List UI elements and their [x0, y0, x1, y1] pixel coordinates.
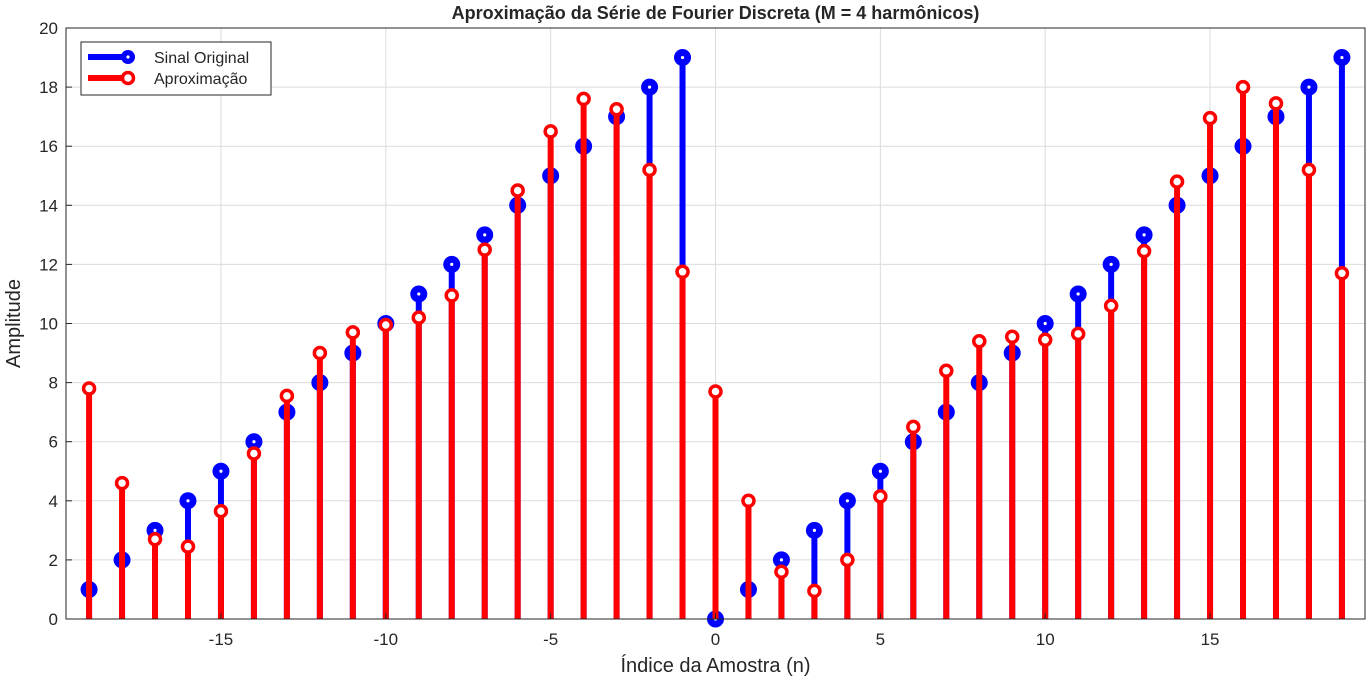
stem-marker	[708, 384, 723, 399]
stem-marker	[1235, 79, 1251, 95]
stem-marker	[345, 325, 361, 340]
stem-marker-center	[1307, 85, 1311, 89]
stem-marker	[774, 564, 789, 579]
stem-marker	[477, 242, 492, 257]
stem-marker-center	[1340, 55, 1344, 60]
stem-marker	[807, 583, 822, 599]
stem-marker	[906, 419, 921, 435]
y-tick-label: 14	[39, 196, 58, 215]
stem-marker-center	[1109, 262, 1113, 266]
stem-marker	[1202, 110, 1218, 126]
stem-marker-center	[1142, 233, 1146, 237]
x-tick-label: 5	[876, 630, 885, 649]
stem-marker	[1103, 298, 1119, 314]
stem-marker	[114, 475, 130, 491]
x-tick-label: -5	[543, 630, 558, 649]
stem-marker-center	[483, 233, 487, 237]
x-tick-label: 15	[1201, 630, 1220, 649]
x-tick-label: -15	[209, 630, 234, 649]
stem-marker	[411, 310, 427, 325]
stem-marker	[576, 91, 591, 107]
stem-marker	[213, 503, 229, 519]
stem-marker	[873, 489, 888, 504]
stem-marker	[1070, 326, 1086, 342]
stem-marker	[1037, 332, 1053, 348]
stem-marker	[939, 363, 954, 379]
y-tick-label: 4	[49, 492, 58, 511]
stem-marker	[1136, 243, 1152, 259]
stem-marker	[675, 264, 690, 280]
stem-marker	[279, 388, 295, 404]
stem-marker-center	[450, 262, 454, 266]
x-tick-label: 0	[711, 630, 720, 649]
legend-box	[80, 41, 272, 96]
y-tick-label: 2	[49, 551, 58, 570]
y-tick-label: 18	[39, 78, 58, 97]
stem-marker	[246, 446, 262, 461]
stem-marker-center	[647, 85, 652, 89]
stem-marker	[741, 493, 756, 509]
stem-marker	[972, 333, 987, 349]
stem-marker-center	[845, 499, 849, 503]
y-tick-label: 6	[49, 433, 58, 452]
stem-marker	[642, 162, 657, 178]
stem-marker-center	[252, 440, 256, 444]
stem-marker-center	[812, 528, 817, 532]
legend-label: Aproximação	[154, 71, 247, 88]
x-tick-label: -10	[374, 630, 399, 649]
y-axis-label: Amplitude	[3, 279, 25, 368]
y-tick-label: 0	[49, 610, 58, 629]
stem-marker-center	[1043, 321, 1047, 326]
stem-marker-center	[153, 528, 157, 532]
stem-marker-center	[680, 55, 685, 60]
stem-marker	[1169, 174, 1185, 189]
series-approximation	[81, 79, 1350, 619]
stem-marker-center	[878, 469, 882, 473]
stem-marker-center	[417, 292, 421, 296]
legend: Sinal Original Aproximação	[80, 41, 272, 96]
legend-label: Sinal Original	[154, 50, 249, 67]
stem-marker-center	[779, 558, 784, 562]
y-tick-label: 12	[39, 255, 58, 274]
stem-marker	[378, 317, 394, 333]
stem-marker	[180, 539, 196, 554]
stem-marker	[312, 345, 328, 361]
x-axis-label: Índice da Amostra (n)	[620, 654, 810, 677]
y-tick-label: 8	[49, 374, 58, 393]
stem-marker	[1334, 266, 1350, 281]
stem-marker	[1004, 329, 1020, 345]
chart-title: Aproximação da Série de Fourier Discreta…	[452, 3, 980, 23]
stem-marker	[510, 183, 525, 198]
stem-marker	[840, 552, 855, 568]
stem-marker	[609, 102, 624, 117]
stem-marker-center	[1076, 292, 1080, 296]
stem-marker	[147, 531, 163, 547]
stem-marker	[1268, 96, 1284, 111]
stem-marker	[543, 124, 558, 139]
x-tick-label: 10	[1036, 630, 1055, 649]
stem-marker	[1301, 162, 1317, 178]
y-tick-label: 20	[39, 19, 58, 38]
y-tick-label: 16	[39, 137, 58, 156]
y-tick-label: 10	[39, 315, 58, 334]
stem-marker	[444, 288, 459, 303]
stem-marker-center	[219, 469, 223, 473]
legend-marker	[120, 70, 136, 86]
stem-marker-center	[186, 499, 190, 503]
stem-marker	[81, 381, 97, 396]
legend-marker-center	[126, 55, 130, 59]
